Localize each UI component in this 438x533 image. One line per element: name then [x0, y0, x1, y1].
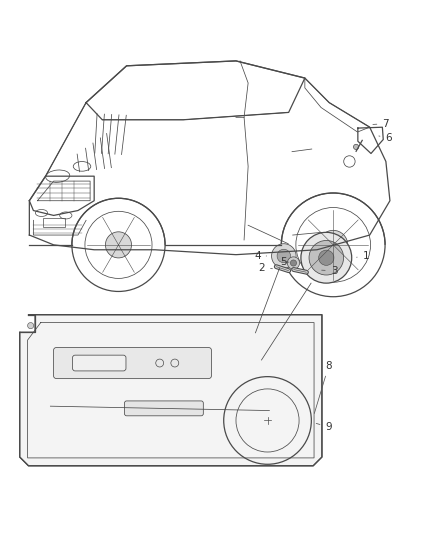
Circle shape: [290, 260, 297, 266]
Circle shape: [353, 144, 359, 150]
Circle shape: [277, 249, 290, 263]
Polygon shape: [20, 314, 322, 466]
Circle shape: [28, 322, 34, 329]
Circle shape: [319, 250, 334, 265]
Text: 9: 9: [316, 422, 332, 432]
Circle shape: [272, 244, 296, 268]
Text: 8: 8: [314, 361, 332, 414]
Text: 2: 2: [258, 263, 272, 273]
Text: 1: 1: [357, 251, 369, 261]
Text: 5: 5: [280, 257, 289, 267]
FancyBboxPatch shape: [53, 348, 212, 378]
Text: 3: 3: [321, 266, 337, 276]
Text: 4: 4: [254, 251, 267, 261]
Circle shape: [106, 232, 131, 258]
FancyBboxPatch shape: [73, 355, 126, 371]
Circle shape: [309, 240, 343, 275]
Circle shape: [301, 232, 352, 283]
Text: 6: 6: [379, 133, 392, 143]
FancyBboxPatch shape: [124, 401, 203, 416]
Circle shape: [287, 257, 300, 269]
Circle shape: [319, 230, 348, 260]
Text: 7: 7: [373, 119, 389, 128]
